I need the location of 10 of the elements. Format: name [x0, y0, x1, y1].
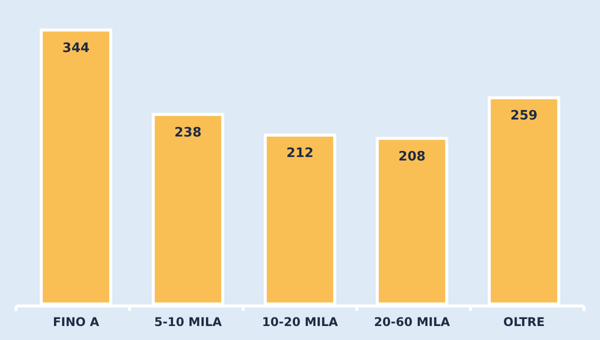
data-label: 238: [174, 125, 202, 140]
data-label: 344: [62, 41, 90, 56]
data-label: 208: [398, 149, 426, 164]
data-label: 212: [286, 146, 314, 162]
x-tick-label: 5-10 MILA: [154, 315, 222, 329]
x-tick-label: FINO A: [52, 315, 100, 329]
data-label: 259: [510, 108, 538, 124]
x-tick-label: OLTRE: [503, 315, 545, 329]
x-tick-label: 20-60 MILA: [374, 315, 451, 329]
x-tick-label: 10-20 MILA: [262, 315, 339, 329]
